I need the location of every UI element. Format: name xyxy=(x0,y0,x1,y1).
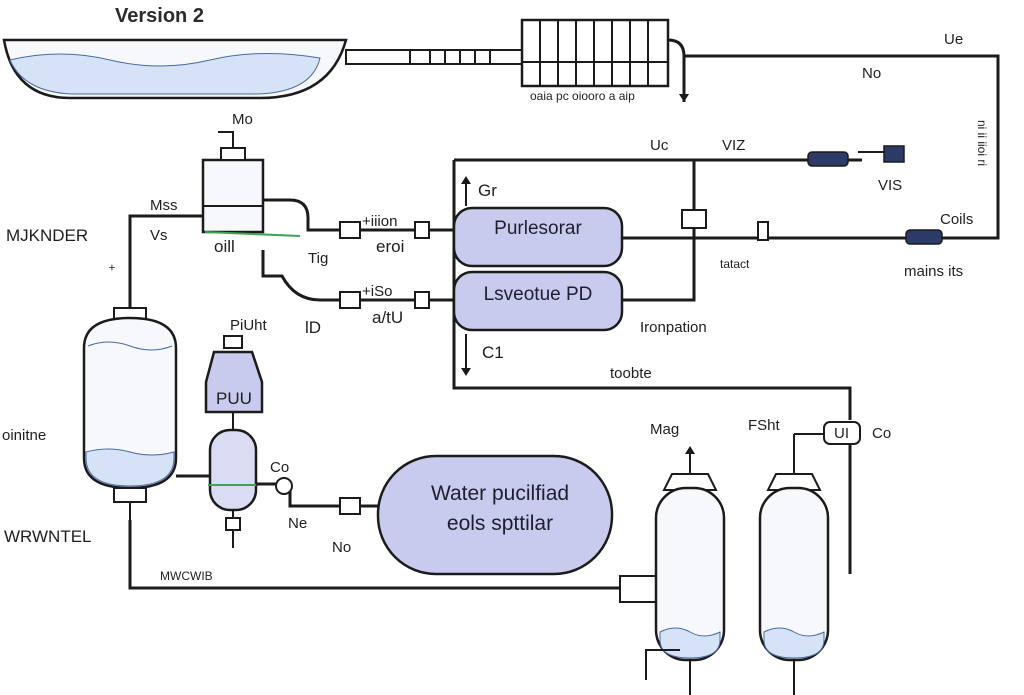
purifier-bottom-label: Lsveotue PD xyxy=(484,284,593,305)
label-vs: Vs xyxy=(150,227,168,244)
water-purified-tank xyxy=(376,454,614,576)
left-feed-pipe xyxy=(128,214,203,310)
label-vertical-mini: + xyxy=(105,264,119,271)
label-mains: mains its xyxy=(904,263,963,280)
label-mwcwib: MWCWIB xyxy=(160,569,213,583)
top-basin xyxy=(2,38,348,100)
label-coils: Coils xyxy=(940,211,973,228)
tank-fsht xyxy=(758,433,830,695)
valve-viz xyxy=(807,145,905,167)
label-mag: Mag xyxy=(650,421,679,438)
gauge-ui xyxy=(823,421,861,445)
pipe-to-purifier-bottom xyxy=(261,250,340,302)
label-oill: oill xyxy=(214,237,235,256)
label-c1: C1 xyxy=(482,343,504,362)
label-mss: Mss xyxy=(150,197,178,214)
arrow-up-icon xyxy=(461,176,471,184)
label-ue: Ue xyxy=(944,31,963,48)
label-no-top: No xyxy=(862,65,881,82)
rack-drop-pipe xyxy=(667,38,686,102)
label-piuht: PiUht xyxy=(230,317,268,334)
valve-assembly-upper xyxy=(339,221,454,239)
label-eroi: eroi xyxy=(376,237,404,256)
label-vis: VIS xyxy=(878,177,902,194)
label-gr: Gr xyxy=(478,181,497,200)
purifier-return-pipe xyxy=(622,160,696,302)
filter-rack xyxy=(520,18,670,88)
label-aitu: a/tU xyxy=(372,308,403,327)
label-ld: lD xyxy=(305,318,321,337)
purifier-frame-pipe xyxy=(452,160,852,420)
label-mjknder: MJKNDER xyxy=(6,226,88,245)
label-mo: Mo xyxy=(232,111,253,128)
label-ironpation: Ironpation xyxy=(640,319,707,336)
pipe-ticks xyxy=(409,50,491,64)
label-tig: Tig xyxy=(308,250,328,267)
label-uc: Uc xyxy=(650,137,669,154)
valve-assembly-lower xyxy=(339,291,454,309)
label-oinitne: oinitne xyxy=(2,427,46,444)
tank-mag xyxy=(645,446,726,695)
valve-co xyxy=(275,477,386,515)
right-vertical-label: ni ii iioi ri xyxy=(975,120,989,166)
mo-filter-unit xyxy=(201,131,301,237)
purifier-top-label: Purlesorar xyxy=(494,218,582,239)
label-co-left: Co xyxy=(270,459,289,476)
label-ui: UI xyxy=(834,425,849,442)
label-fsht: FSht xyxy=(748,417,781,434)
label-tatact: tatact xyxy=(720,257,750,271)
label-co-right: Co xyxy=(872,425,891,442)
rack-caption: oaia pc oiooro a aip xyxy=(530,89,635,103)
valve-coils xyxy=(905,229,943,245)
basin-outlet-pipe xyxy=(345,49,527,65)
label-wrwntel: WRWNTEL xyxy=(4,527,92,546)
pipe-to-purifier-top xyxy=(263,198,340,232)
water-tank-line1: Water pucilfiad xyxy=(431,482,569,505)
arrow-down-icon xyxy=(679,94,689,102)
left-storage-tank xyxy=(82,307,178,520)
puu-tank xyxy=(204,335,264,548)
label-mion: +iiion xyxy=(362,213,397,230)
top-right-loop xyxy=(684,54,1000,240)
arrow-down-icon xyxy=(461,368,471,376)
label-ne: Ne xyxy=(288,515,307,532)
instrument-tatact xyxy=(681,194,707,229)
pipe-puu-to-valve xyxy=(256,482,340,508)
bottom-return-pipe xyxy=(128,520,622,590)
instrument-small xyxy=(757,221,769,241)
diagram-title: Version 2 xyxy=(115,5,204,27)
label-viz: VIZ xyxy=(722,137,745,154)
label-iso: +iSo xyxy=(362,283,392,300)
label-puu: PUU xyxy=(216,389,252,408)
water-tank-line2: eols spttilar xyxy=(447,512,553,535)
inlet-coupler xyxy=(619,575,657,603)
label-no: No xyxy=(332,539,351,556)
label-toobte: toobte xyxy=(610,365,652,382)
